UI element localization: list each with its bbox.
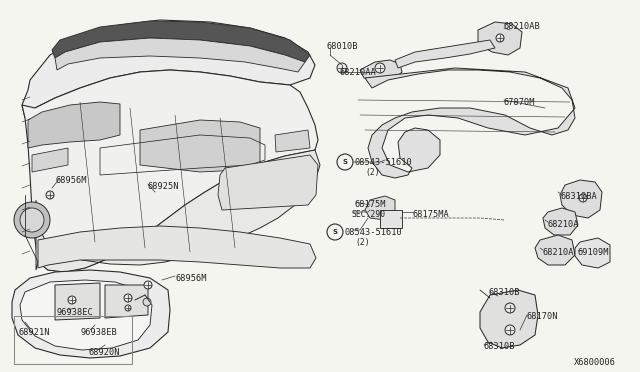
Text: 68210AB: 68210AB — [504, 22, 541, 31]
Polygon shape — [575, 238, 610, 268]
Polygon shape — [140, 120, 260, 172]
Circle shape — [20, 208, 44, 232]
Text: S: S — [333, 229, 337, 235]
Text: S: S — [342, 159, 348, 165]
Polygon shape — [218, 155, 318, 210]
Circle shape — [496, 34, 504, 42]
Circle shape — [505, 303, 515, 313]
Bar — [380, 210, 402, 228]
Text: 08543-51610: 08543-51610 — [345, 228, 403, 237]
Text: 68310BA: 68310BA — [561, 192, 598, 201]
Text: 68175MA: 68175MA — [413, 210, 450, 219]
Circle shape — [337, 154, 353, 170]
Text: (2): (2) — [355, 238, 370, 247]
Text: 68310B: 68310B — [489, 288, 520, 297]
Polygon shape — [535, 235, 575, 265]
Text: 68925N: 68925N — [148, 182, 179, 191]
Polygon shape — [52, 21, 310, 62]
Circle shape — [125, 305, 131, 311]
Text: 68210A: 68210A — [543, 248, 575, 257]
Text: 68170N: 68170N — [527, 312, 559, 321]
Text: 96938EC: 96938EC — [56, 308, 93, 317]
Polygon shape — [22, 70, 318, 272]
Text: 68956M: 68956M — [175, 274, 207, 283]
Text: 69109M: 69109M — [578, 248, 609, 257]
Polygon shape — [32, 148, 68, 172]
Circle shape — [337, 63, 347, 73]
Polygon shape — [38, 226, 316, 268]
Text: 68920N: 68920N — [88, 348, 120, 357]
Polygon shape — [22, 20, 315, 118]
Circle shape — [68, 296, 76, 304]
Text: 68210AA: 68210AA — [340, 68, 377, 77]
Polygon shape — [28, 102, 120, 148]
Circle shape — [144, 281, 152, 289]
Bar — [14, 316, 132, 364]
Polygon shape — [20, 280, 152, 350]
Circle shape — [124, 294, 132, 302]
Circle shape — [143, 298, 151, 306]
Polygon shape — [360, 60, 402, 80]
Text: 96938EB: 96938EB — [80, 328, 116, 337]
Circle shape — [14, 202, 50, 238]
Polygon shape — [365, 68, 575, 178]
Polygon shape — [480, 290, 538, 348]
Polygon shape — [12, 270, 170, 358]
Text: 08543-51610: 08543-51610 — [355, 158, 413, 167]
Polygon shape — [275, 130, 310, 152]
Polygon shape — [543, 208, 578, 235]
Text: 68210A: 68210A — [548, 220, 579, 229]
Text: 68921N: 68921N — [18, 328, 49, 337]
Polygon shape — [560, 180, 602, 218]
Polygon shape — [55, 38, 305, 72]
Polygon shape — [105, 285, 148, 318]
Circle shape — [327, 224, 343, 240]
Circle shape — [579, 194, 587, 202]
Polygon shape — [36, 150, 320, 272]
Text: 67870M: 67870M — [504, 98, 536, 107]
Polygon shape — [478, 22, 522, 55]
Text: 68010B: 68010B — [327, 42, 358, 51]
Text: SEC.290: SEC.290 — [352, 210, 386, 219]
Polygon shape — [55, 283, 100, 320]
Circle shape — [505, 325, 515, 335]
Polygon shape — [365, 196, 395, 220]
Text: 68956M: 68956M — [55, 176, 86, 185]
Circle shape — [375, 63, 385, 73]
Text: 68310B: 68310B — [484, 342, 515, 351]
Text: (2): (2) — [365, 168, 380, 177]
Text: 68175M: 68175M — [355, 200, 387, 209]
Polygon shape — [395, 40, 495, 68]
Text: X6800006: X6800006 — [574, 358, 616, 367]
Circle shape — [46, 191, 54, 199]
